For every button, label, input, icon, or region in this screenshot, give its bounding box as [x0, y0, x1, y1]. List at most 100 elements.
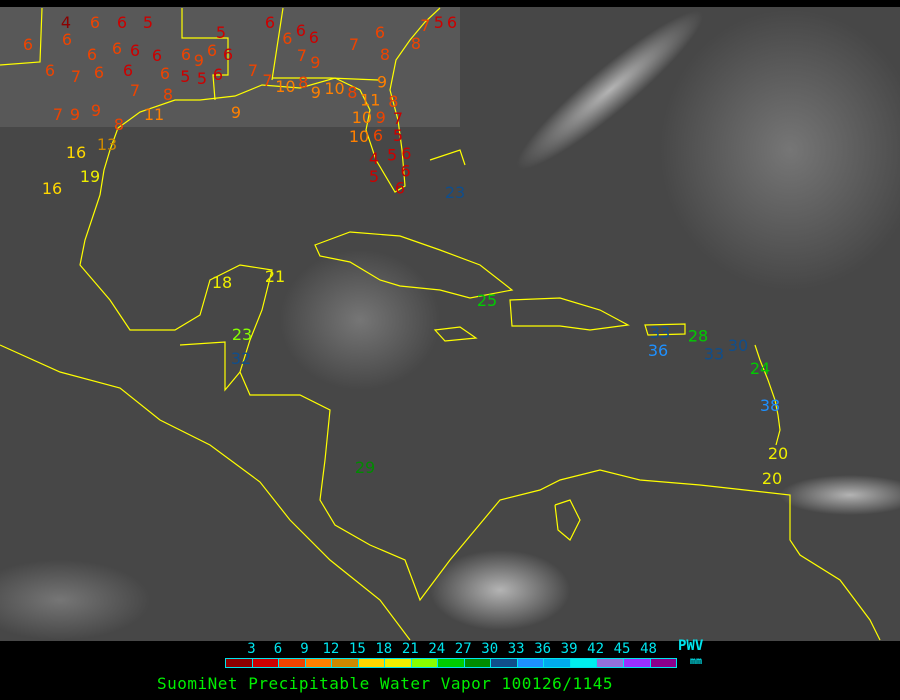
station-pwv-value: 20 — [768, 444, 788, 463]
legend-tick: 36 — [534, 641, 552, 657]
legend-tick: 45 — [613, 641, 631, 657]
station-pwv-value: 6 — [181, 45, 191, 64]
station-pwv-value: 5 — [143, 13, 153, 32]
cloud-field-east — [660, 10, 900, 290]
station-pwv-value: 6 — [213, 65, 223, 84]
station-pwv-value: 16 — [66, 143, 86, 162]
station-pwv-value: 11 — [144, 105, 164, 124]
station-pwv-value: 25 — [477, 291, 497, 310]
station-pwv-value: 8 — [380, 45, 390, 64]
station-pwv-value: 8 — [347, 83, 357, 102]
station-pwv-value: 10 — [324, 79, 344, 98]
station-pwv-value: 6 — [395, 179, 405, 198]
station-pwv-value: 16 — [42, 179, 62, 198]
station-pwv-value: 6 — [375, 23, 385, 42]
station-pwv-value: 28 — [688, 327, 708, 346]
station-pwv-value: 6 — [123, 61, 133, 80]
station-pwv-value: 6 — [447, 13, 457, 32]
station-pwv-value: 19 — [80, 167, 100, 186]
station-pwv-value: 20 — [762, 469, 782, 488]
legend-color-bar — [225, 658, 677, 668]
station-pwv-value: 7 — [71, 67, 81, 86]
legend-unit: mm — [690, 656, 703, 667]
legend-unit-label: PWV — [678, 638, 704, 654]
coastlines — [0, 7, 881, 641]
legend-tick: 18 — [375, 641, 393, 657]
station-pwv-value: 7 — [53, 105, 63, 124]
legend-swatch — [544, 659, 571, 667]
station-pwv-value: 4 — [61, 13, 71, 32]
land-shade-north — [0, 7, 460, 127]
station-pwv-value: 9 — [376, 108, 386, 127]
legend-swatch — [252, 659, 280, 667]
jamaica — [433, 326, 478, 342]
venezuela-lake — [554, 499, 581, 541]
state-border-la — [181, 8, 229, 101]
station-pwv-value: 5 — [369, 167, 379, 186]
station-pwv-value: 9 — [91, 101, 101, 120]
us-gulf-coast — [99, 7, 441, 196]
station-pwv-value: 7 — [130, 81, 140, 100]
station-pwv-value: 23 — [232, 325, 252, 344]
mexico-gulf-coast — [79, 194, 881, 641]
legend-swatch — [570, 659, 598, 667]
station-pwv-value: 6 — [45, 61, 55, 80]
station-pwv-value: 10 — [349, 127, 369, 146]
station-pwv-value: 6 — [23, 35, 33, 54]
station-pwv-value: 6 — [223, 45, 233, 64]
legend-swatch — [623, 659, 651, 667]
legend-tick: 48 — [640, 641, 657, 657]
station-pwv-value: 7 — [420, 16, 430, 35]
legend-swatch — [491, 659, 518, 667]
station-pwv-value: 8 — [411, 34, 421, 53]
station-pwv-value: 5 — [393, 126, 403, 145]
legend-swatch — [385, 659, 412, 667]
legend-swatch — [464, 659, 492, 667]
cloud-field-south — [430, 550, 570, 630]
station-pwv-value: 6 — [112, 39, 122, 58]
station-pwv-value: 33 — [704, 345, 724, 364]
legend-swatch — [597, 659, 624, 667]
station-pwv-value: 10 — [352, 108, 372, 127]
station-pwv-value: 5 — [180, 67, 190, 86]
station-pwv-value: 23 — [445, 183, 465, 202]
station-pwv-value: 9 — [194, 51, 204, 70]
station-pwv-value: 30 — [728, 336, 748, 355]
lesser-antilles — [754, 344, 781, 446]
station-pwv-value: 8 — [163, 85, 173, 104]
puerto-rico — [644, 323, 686, 336]
station-pwv-value: 5 — [216, 23, 226, 42]
legend-tick: 27 — [454, 641, 472, 657]
station-pwv-value: 24 — [750, 359, 770, 378]
station-pwv-value: 6 — [296, 21, 306, 40]
legend-swatch — [411, 659, 439, 667]
station-pwv-value: 11 — [360, 91, 380, 110]
legend-swatch — [226, 659, 253, 667]
station-pwv-value: 5 — [387, 146, 397, 165]
station-pwv-value: 32 — [231, 349, 251, 368]
station-pwv-value: 33 — [650, 323, 670, 342]
station-pwv-value: 6 — [62, 30, 72, 49]
station-pwv-value: 6 — [117, 13, 127, 32]
station-pwv-value: 6 — [130, 41, 140, 60]
legend-swatch — [650, 659, 677, 667]
station-pwv-value: 9 — [231, 103, 241, 122]
cuba — [314, 231, 514, 299]
station-pwv-value: 7 — [262, 71, 272, 90]
station-pwv-value: 7 — [248, 61, 258, 80]
pacific-coast — [0, 344, 411, 641]
legend-tick: 9 — [300, 641, 309, 657]
cloud-field-southwest — [0, 560, 150, 640]
station-pwv-value: 13 — [97, 135, 117, 154]
legend-tick: 42 — [587, 641, 604, 657]
station-pwv-value: 9 — [70, 105, 80, 124]
station-pwv-value: 9 — [377, 73, 387, 92]
map-title: SuomiNet Precipitable Water Vapor 100126… — [157, 674, 613, 693]
legend-tick: 30 — [481, 641, 499, 657]
station-pwv-value: 6 — [401, 144, 411, 163]
station-pwv-value: 6 — [90, 13, 100, 32]
state-border-tx — [0, 7, 43, 66]
